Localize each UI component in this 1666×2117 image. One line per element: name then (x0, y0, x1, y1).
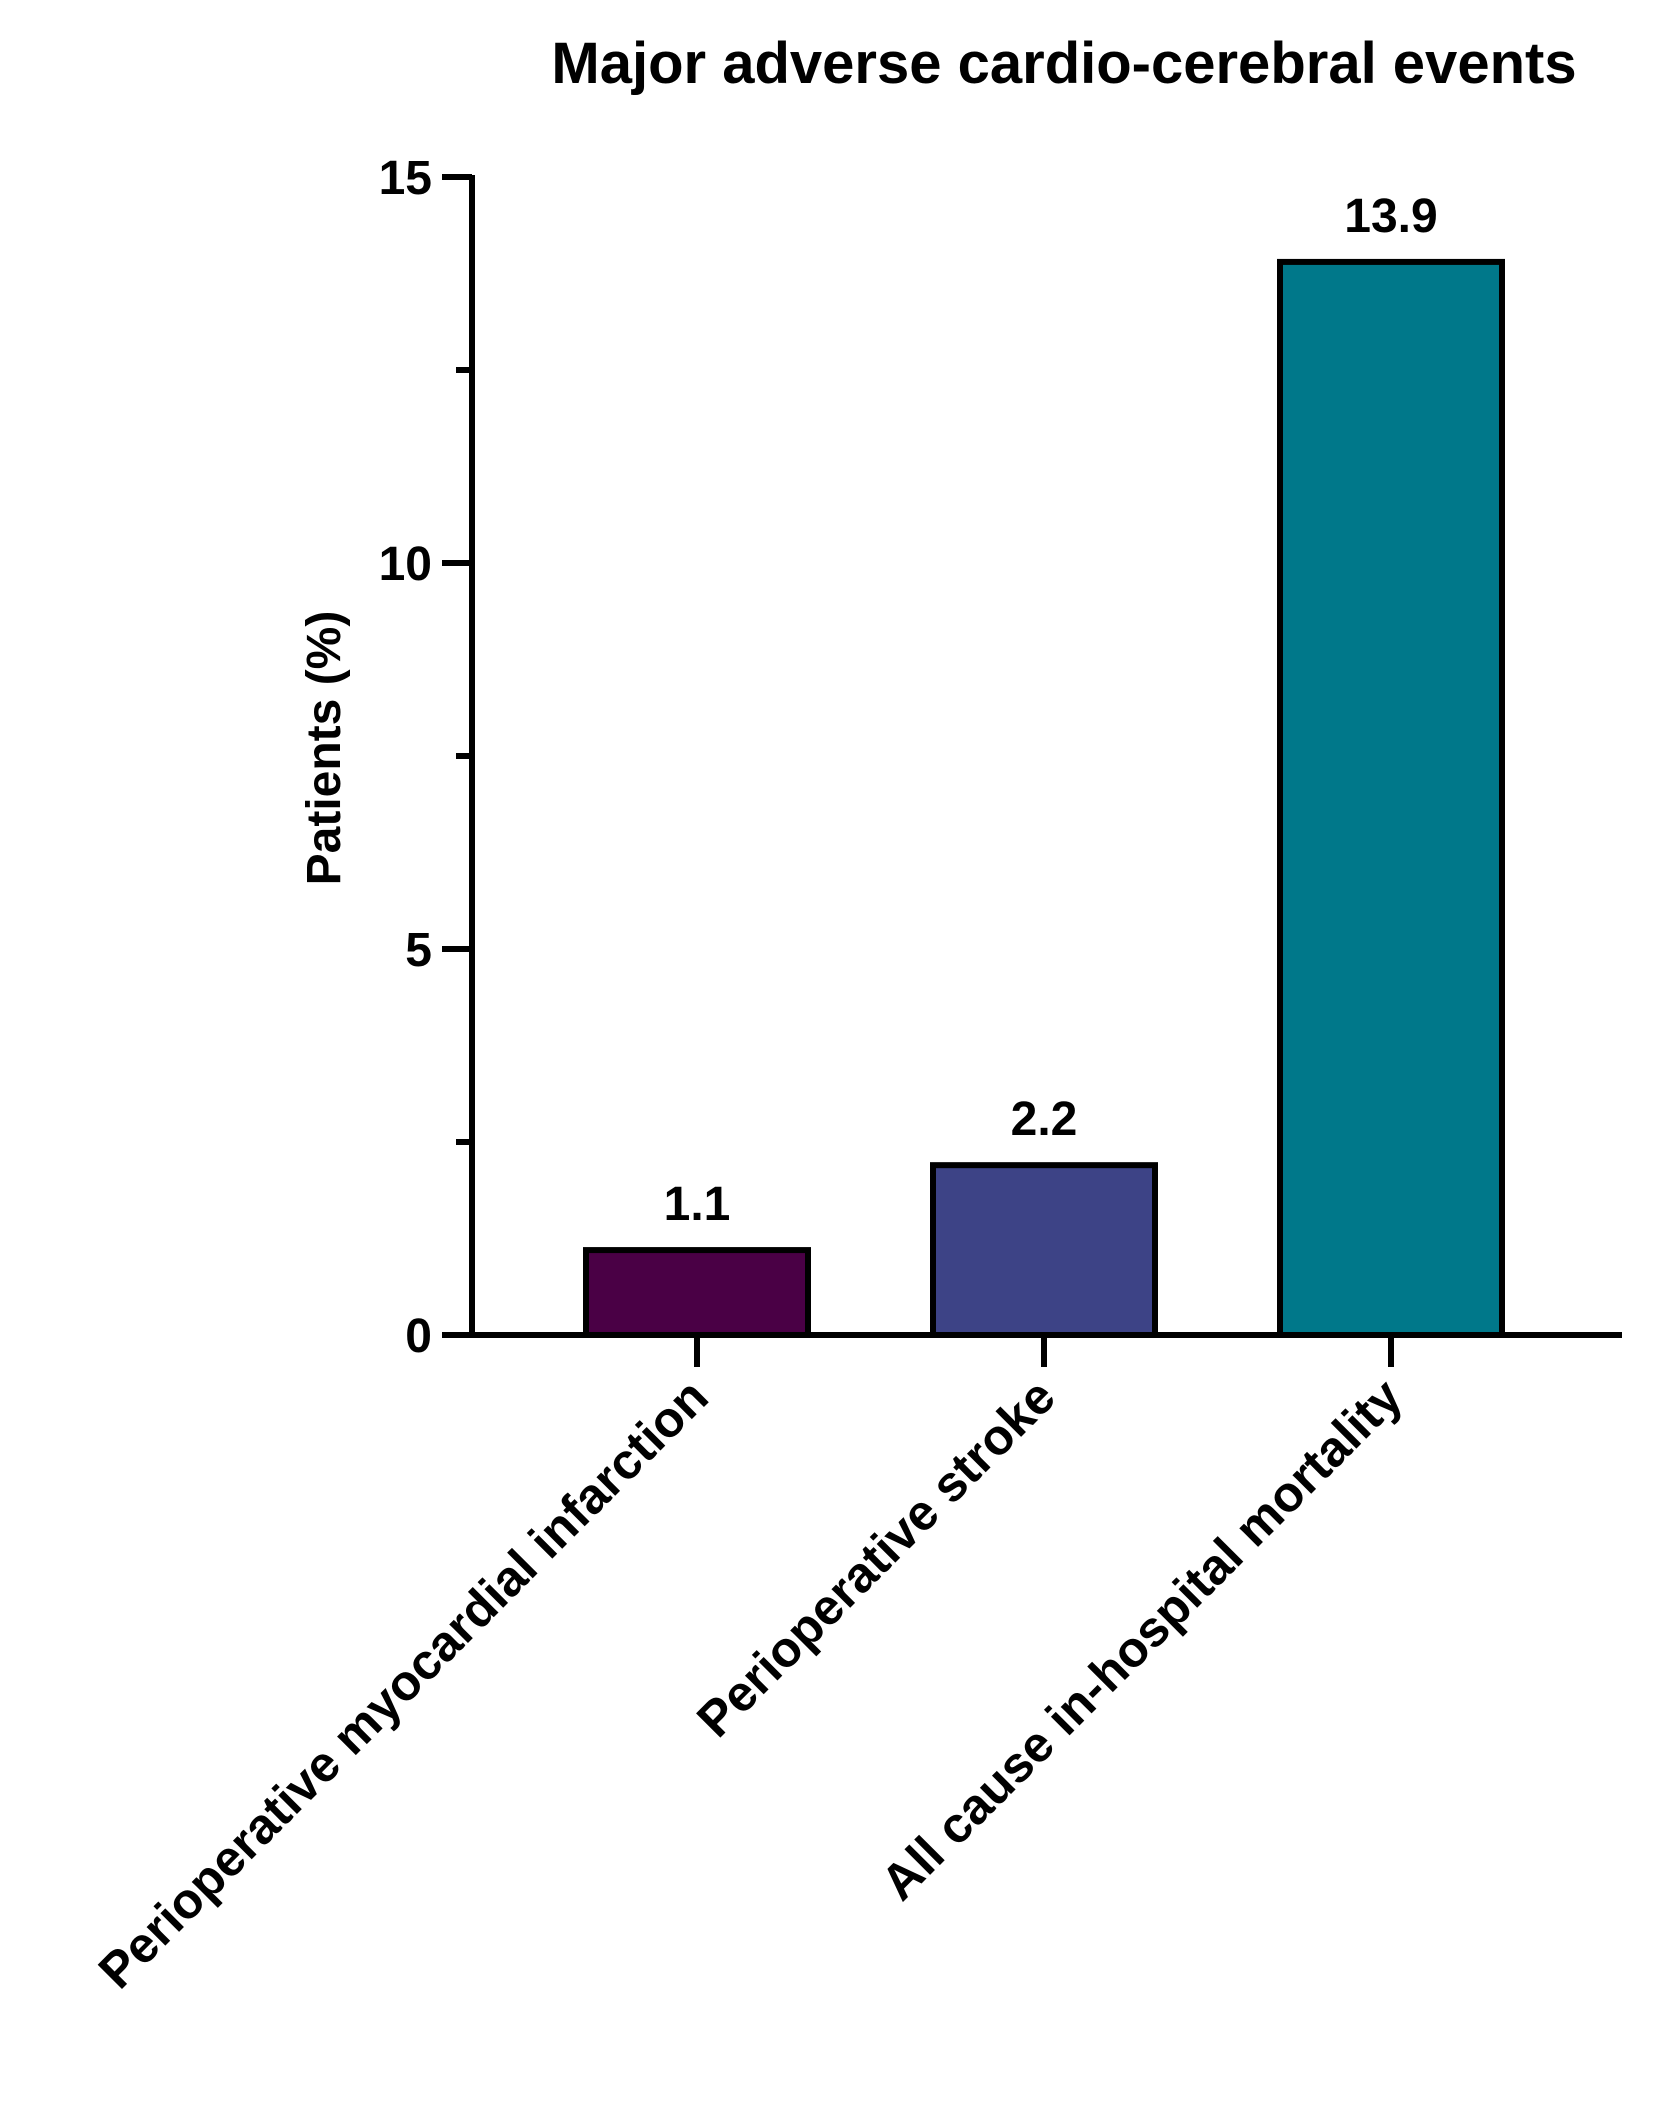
y-tick-label-10: 10 (379, 538, 432, 591)
bar-1 (583, 1247, 811, 1338)
value-label-3: 13.9 (1344, 190, 1437, 243)
value-label-1: 1.1 (664, 1178, 731, 1231)
chart-title: Major adverse cardio-cerebral events (551, 31, 1576, 96)
y-tick-label-0: 0 (405, 1310, 432, 1363)
chart-marks: 0 5 10 15 1.1 Perioperative myocardial infarc… (88, 152, 1622, 1999)
bar-2 (930, 1162, 1158, 1339)
category-label-1: Perioperative myocardial infarction (88, 1368, 719, 1999)
category-label-2: Perioperative stroke (686, 1368, 1066, 1748)
y-tick-label-5: 5 (405, 924, 432, 977)
y-tick-label-15: 15 (379, 152, 432, 205)
y-axis-label: Patients (%) (298, 611, 351, 886)
value-label-2: 2.2 (1011, 1093, 1078, 1146)
bar-3 (1277, 258, 1505, 1338)
